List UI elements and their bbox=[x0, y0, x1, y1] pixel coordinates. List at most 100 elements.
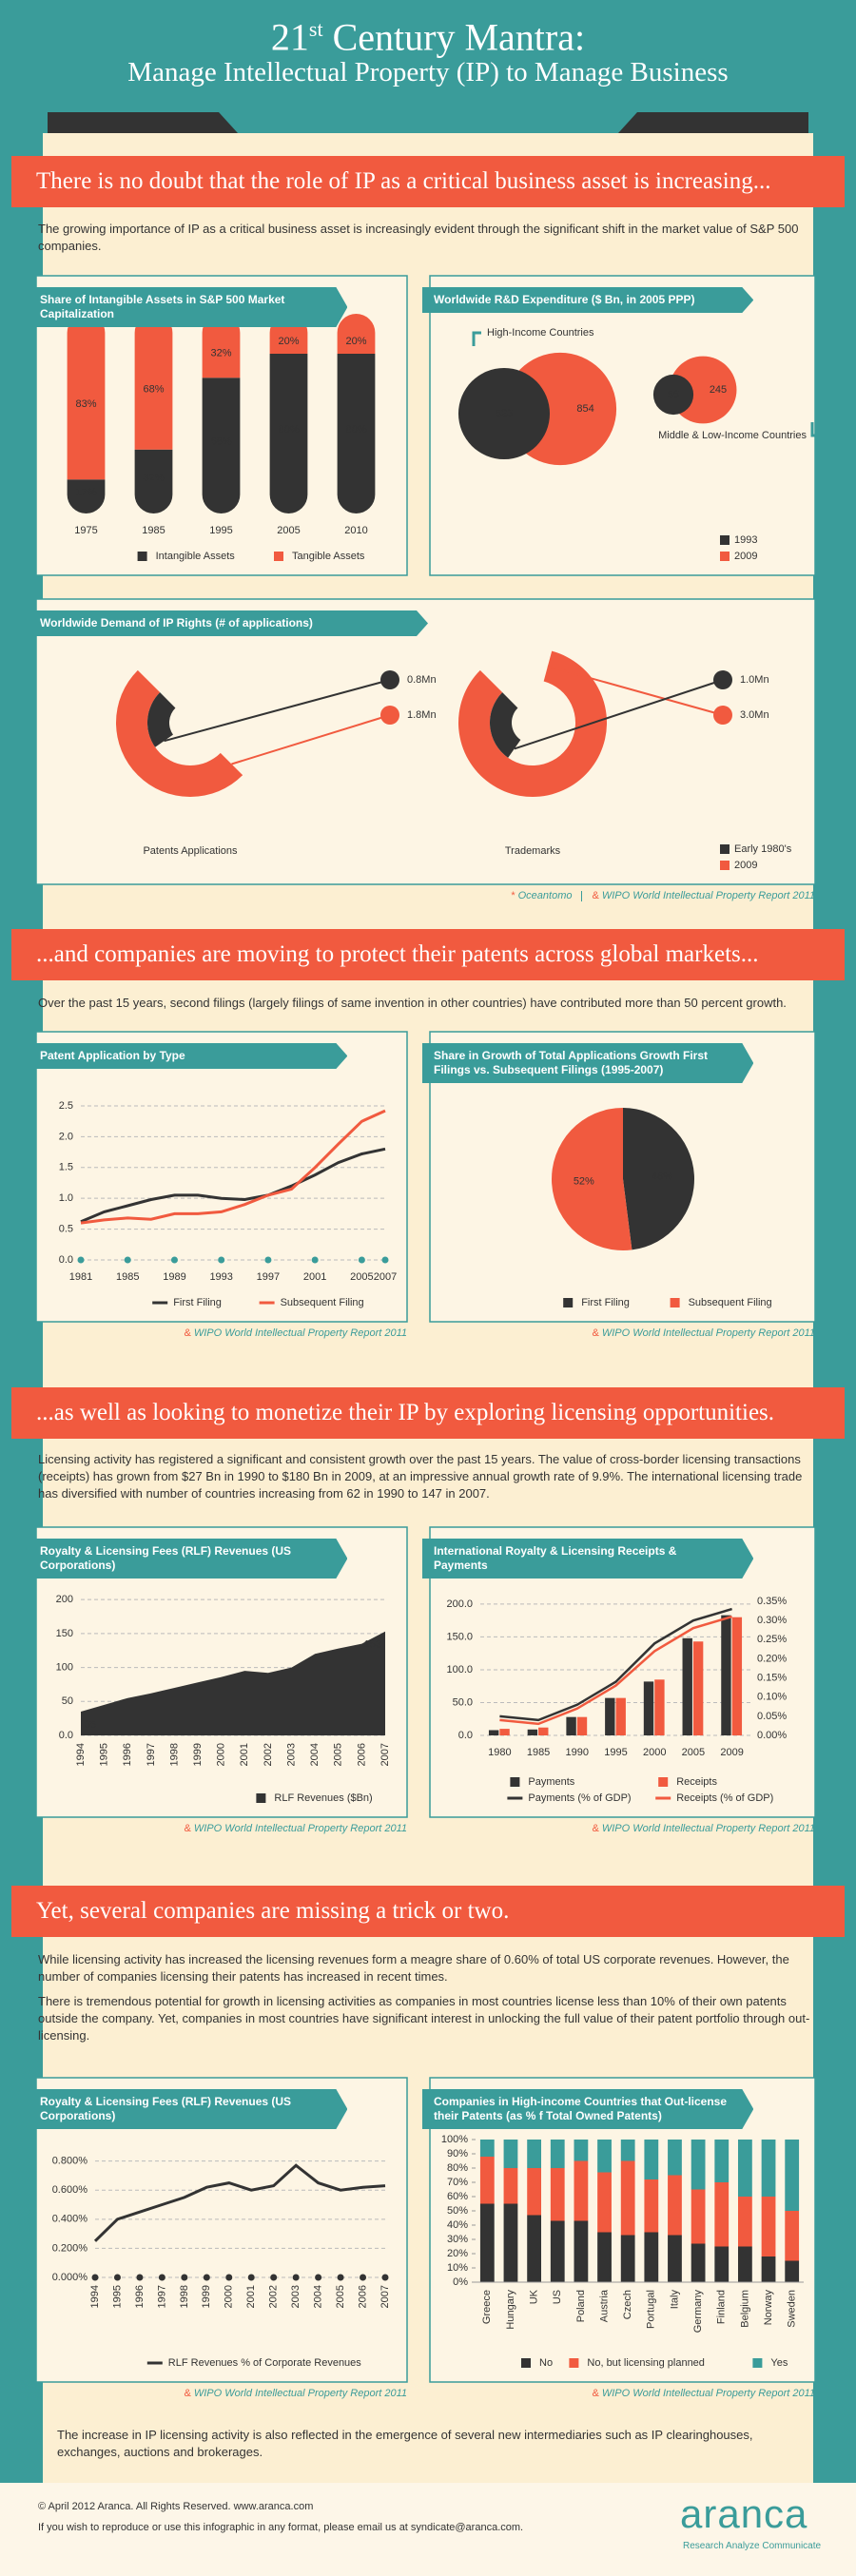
pie-slice bbox=[551, 1108, 632, 1250]
bar-segment bbox=[785, 2140, 800, 2211]
source: & WIPO World Intellectual Property Report… bbox=[430, 2388, 815, 2399]
marker-dot bbox=[380, 670, 399, 689]
paragraph: There is tremendous potential for growth… bbox=[38, 1994, 810, 2043]
baseline-dot bbox=[113, 2274, 121, 2281]
x-tick-label: 2009 bbox=[720, 1747, 743, 1758]
value-label: 17% bbox=[75, 487, 96, 498]
bar-segment bbox=[785, 2260, 800, 2282]
x-tick-label: 1980 bbox=[488, 1747, 511, 1758]
bubble bbox=[652, 374, 694, 416]
y-tick-label: 150.0 bbox=[446, 1631, 473, 1642]
decor bbox=[48, 112, 238, 133]
section-heading: There is no doubt that the role of IP as… bbox=[11, 156, 845, 207]
x-tick-mark bbox=[264, 1256, 272, 1264]
bar-segment bbox=[738, 2246, 752, 2282]
source-marker: & bbox=[592, 1327, 599, 1339]
header-decor bbox=[48, 112, 808, 133]
y-tick-label: 200 bbox=[56, 1594, 73, 1605]
y-tick-label: 0.200% bbox=[52, 2242, 88, 2254]
bar bbox=[682, 1637, 692, 1735]
x-tick-label: 1990 bbox=[566, 1747, 589, 1758]
line bbox=[80, 1109, 386, 1225]
x-tick-mark bbox=[170, 1256, 178, 1264]
x-tick-label: 1998 bbox=[168, 1743, 180, 1766]
bar bbox=[576, 1716, 588, 1735]
bar bbox=[731, 1617, 743, 1735]
bar-segment bbox=[620, 2235, 635, 2282]
baseline-dot bbox=[158, 2274, 165, 2281]
category-label: Middle & Low-Income Countries bbox=[658, 430, 807, 441]
x-tick-label: 1985 bbox=[116, 1271, 139, 1283]
bar-segment bbox=[134, 314, 173, 450]
bar-segment bbox=[479, 2157, 495, 2204]
bar-segment bbox=[503, 2140, 518, 2168]
source-text: WIPO World Intellectual Property Report … bbox=[601, 890, 815, 901]
bubble bbox=[457, 367, 551, 460]
bar-segment bbox=[67, 314, 106, 480]
y-tick-label: 100 bbox=[56, 1661, 73, 1673]
y-tick-label: 80% bbox=[447, 2162, 468, 2174]
chart-title: Share in Growth of Total Applications Gr… bbox=[422, 1043, 753, 1083]
x-tick-label: 2006 bbox=[357, 2285, 368, 2308]
y2-tick-label: 0.10% bbox=[757, 1692, 787, 1703]
legend-label: 1993 bbox=[734, 534, 757, 546]
x-tick-label: 1995 bbox=[209, 525, 232, 536]
bar-segment bbox=[527, 2215, 541, 2282]
area bbox=[81, 1631, 385, 1735]
y-tick-label: 150 bbox=[56, 1628, 73, 1639]
legend-label: RLF Revenues % of Corporate Revenues bbox=[168, 2357, 361, 2369]
value-label: 68% bbox=[143, 383, 164, 395]
bar-segment bbox=[714, 2246, 730, 2282]
bar bbox=[654, 1679, 665, 1735]
x-tick-label: US bbox=[552, 2290, 563, 2304]
legend-swatch bbox=[510, 1777, 520, 1787]
bar-segment bbox=[550, 2168, 565, 2221]
x-tick-mark bbox=[311, 1256, 319, 1264]
value-label: 32% bbox=[210, 348, 231, 359]
y-tick-label: 30% bbox=[447, 2234, 468, 2245]
bar-segment bbox=[668, 2175, 682, 2236]
copyright: © April 2012 Aranca. All Rights Reserved… bbox=[38, 2501, 314, 2512]
bar-segment bbox=[337, 354, 376, 513]
y2-tick-label: 0.20% bbox=[757, 1653, 787, 1664]
section-heading: Yet, several companies are missing a tri… bbox=[11, 1886, 845, 1937]
chart-title: Worldwide R&D Expenditure ($ Bn, in 2005… bbox=[422, 287, 753, 313]
paragraph: While licensing activity has increased t… bbox=[38, 1952, 789, 1984]
bar-segment bbox=[597, 2140, 612, 2173]
bar bbox=[605, 1697, 615, 1735]
x-tick-label: 2004 bbox=[309, 1743, 321, 1766]
bar-segment bbox=[644, 2140, 659, 2179]
source-marker: & bbox=[184, 1823, 191, 1834]
x-tick-label: 2005 bbox=[277, 525, 300, 536]
source: & WIPO World Intellectual Property Report… bbox=[430, 1823, 815, 1834]
connector bbox=[514, 679, 724, 750]
bar-segment bbox=[761, 2197, 776, 2256]
marker-dot bbox=[713, 670, 732, 689]
legend-swatch bbox=[658, 1777, 669, 1787]
title-rest: Century Mantra: bbox=[332, 15, 586, 59]
x-tick-label: Austria bbox=[598, 2289, 610, 2322]
source-text: WIPO World Intellectual Property Report … bbox=[601, 2388, 815, 2399]
bar-segment bbox=[714, 2182, 730, 2247]
value-label: 0.8Mn bbox=[407, 674, 437, 686]
y-tick-label: 0.5 bbox=[59, 1223, 73, 1234]
legend-label: 2009 bbox=[734, 860, 757, 871]
source-marker: & bbox=[184, 2388, 191, 2399]
baseline-dot bbox=[381, 2274, 389, 2281]
y-tick-label: 90% bbox=[447, 2148, 468, 2160]
y-tick-label: 70% bbox=[447, 2177, 468, 2188]
value-label: 523 bbox=[496, 408, 513, 419]
bar-segment bbox=[691, 2189, 706, 2244]
x-tick-label: 1996 bbox=[122, 1743, 133, 1766]
legend-swatch bbox=[670, 1298, 680, 1307]
bar-segment bbox=[714, 2140, 730, 2182]
baseline-dot bbox=[91, 2274, 99, 2281]
baseline-dot bbox=[360, 2274, 367, 2281]
connector bbox=[231, 714, 391, 765]
x-tick-label: 2001 bbox=[245, 2285, 257, 2308]
source-marker: & bbox=[184, 1327, 191, 1339]
bar-segment bbox=[134, 449, 173, 513]
y-tick-label: 60% bbox=[447, 2191, 468, 2202]
